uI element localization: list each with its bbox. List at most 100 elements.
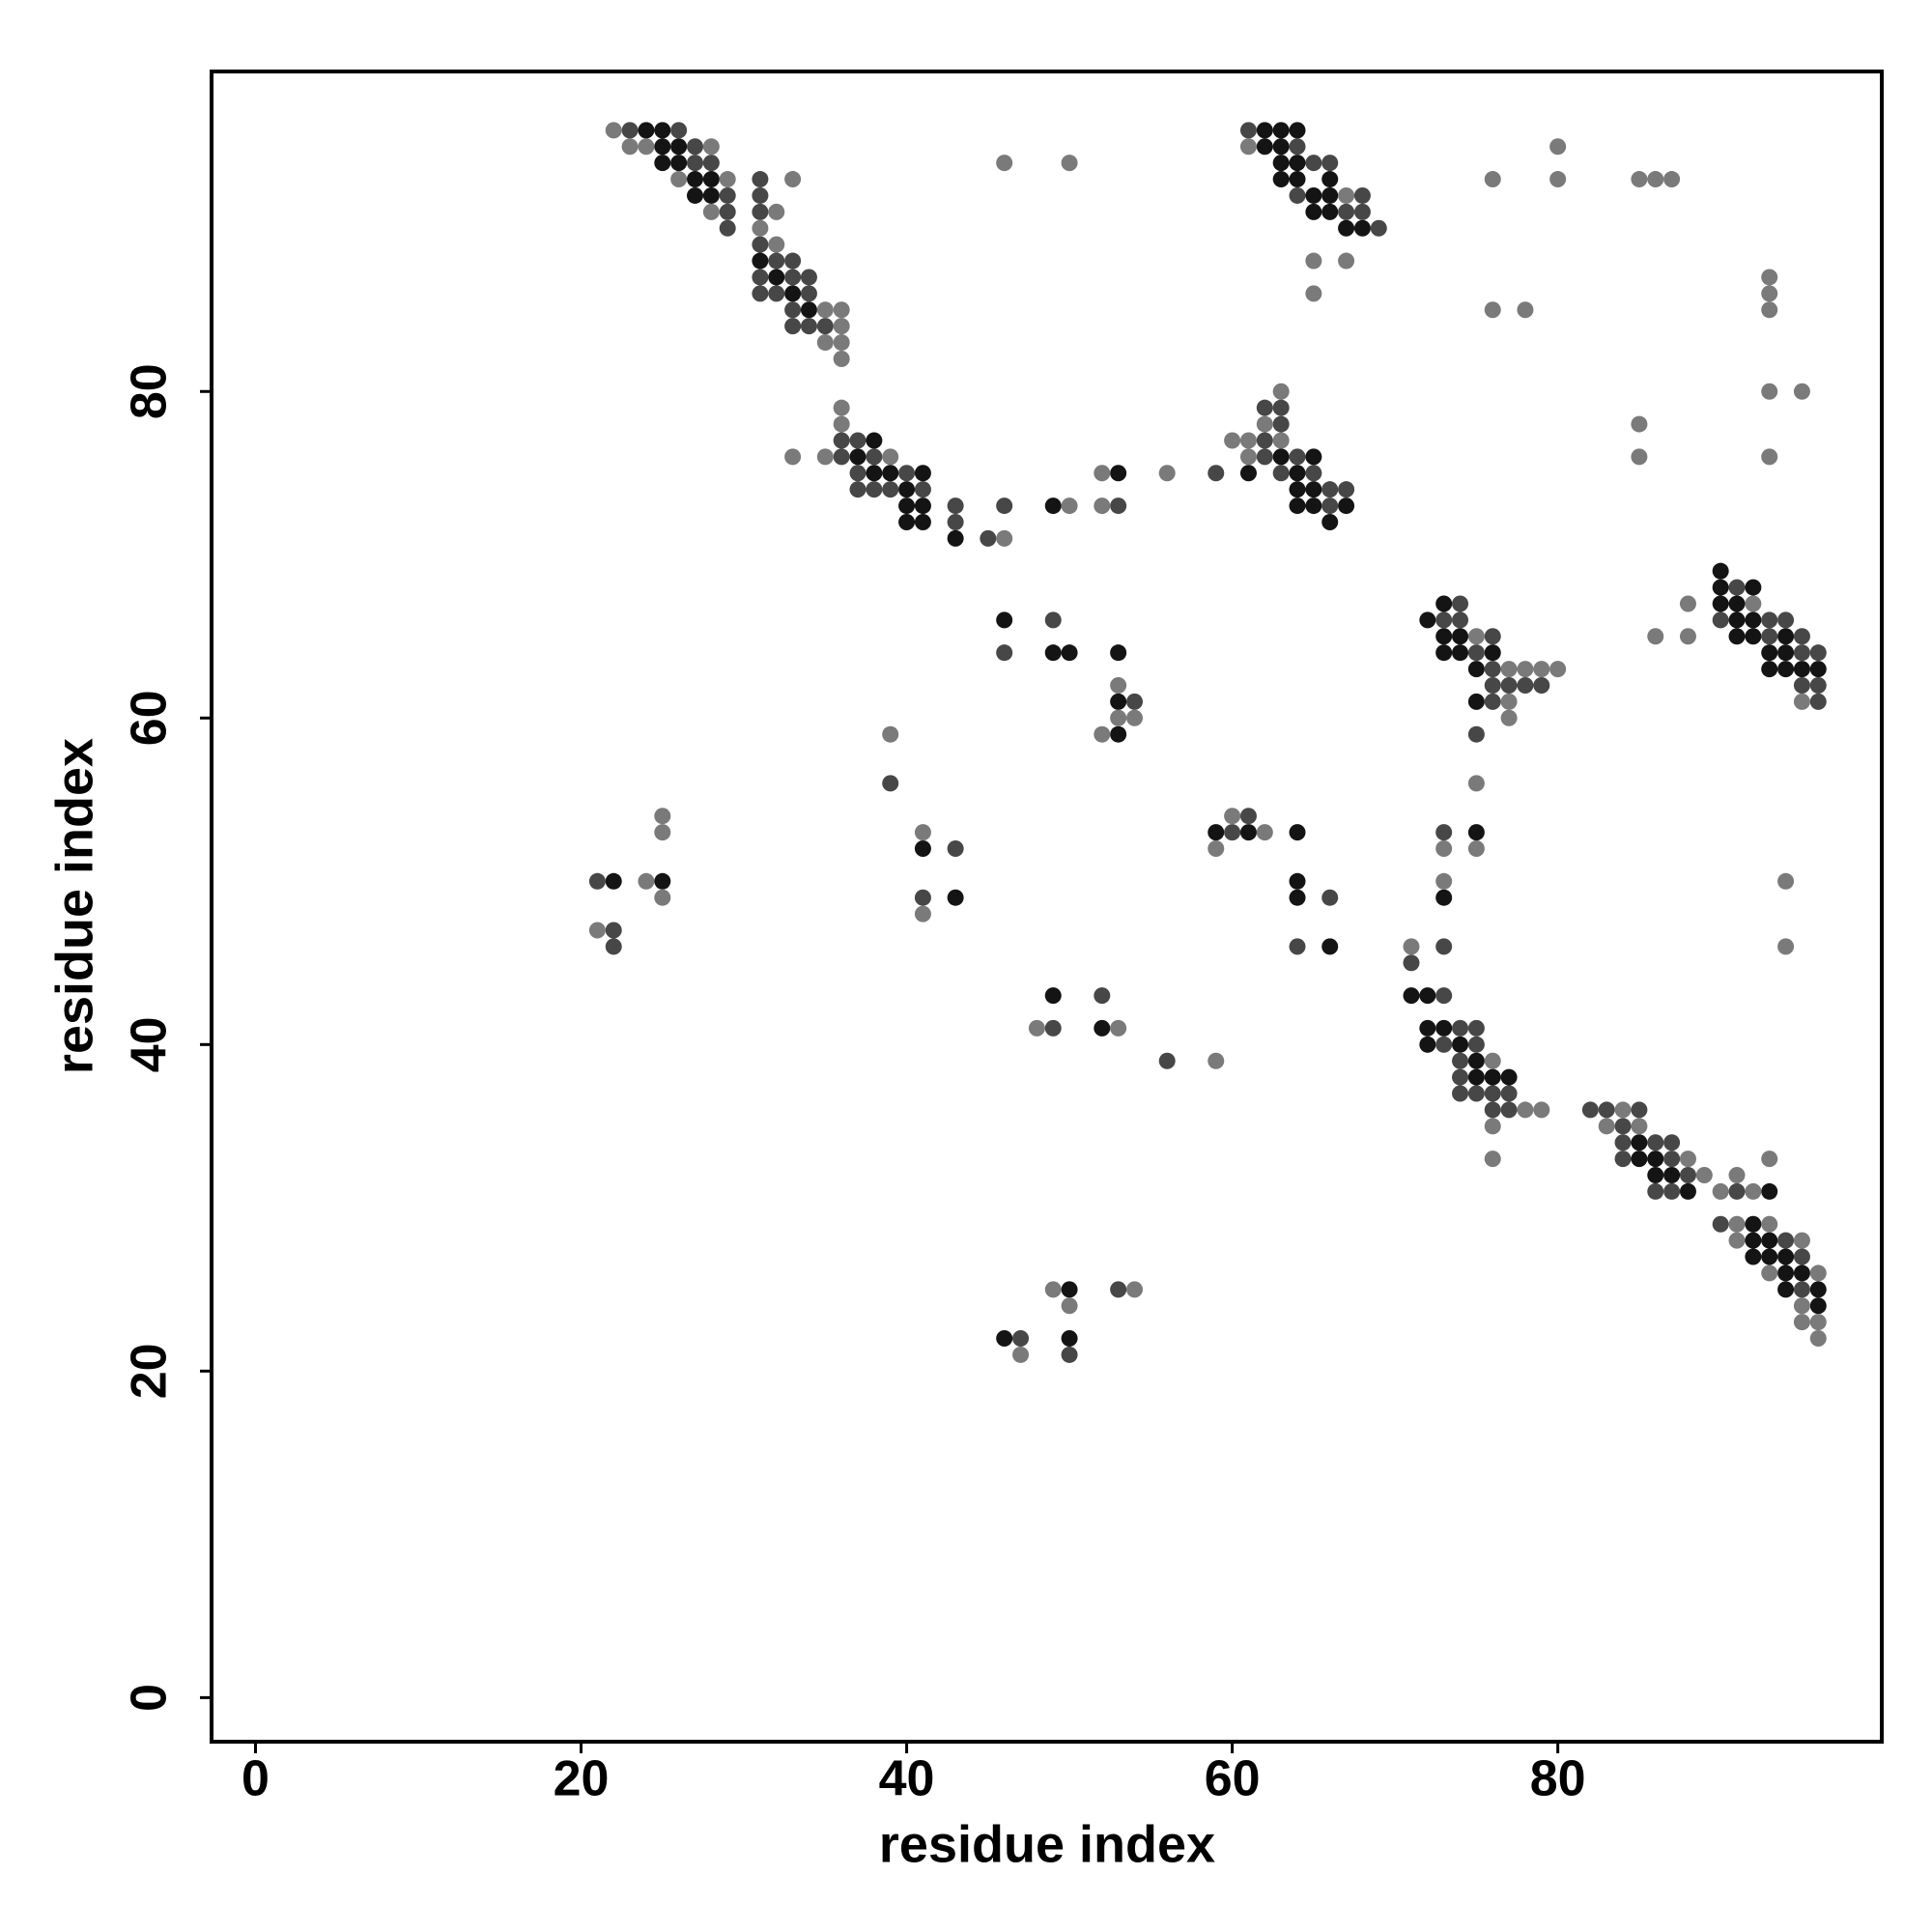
point (1777, 1281, 1795, 1298)
point (1012, 1346, 1030, 1363)
point (752, 171, 769, 188)
point (914, 840, 931, 858)
point (1289, 872, 1306, 890)
point (1647, 1182, 1664, 1200)
point (1745, 1215, 1762, 1233)
point (1500, 661, 1518, 678)
point (996, 155, 1013, 172)
y-tick-label: 80 (122, 363, 178, 419)
point (1435, 824, 1453, 841)
point (1679, 1182, 1696, 1200)
point (1581, 1101, 1599, 1119)
point (719, 219, 736, 237)
point (1777, 1232, 1795, 1249)
point (1256, 448, 1273, 466)
point (654, 808, 671, 825)
point (1500, 1085, 1518, 1102)
point (1777, 872, 1795, 890)
point (1256, 415, 1273, 433)
point (1484, 1151, 1501, 1168)
point (1061, 644, 1078, 662)
point (914, 497, 931, 515)
point (1712, 611, 1729, 629)
point (833, 318, 850, 335)
point (898, 481, 916, 498)
point (1467, 1068, 1485, 1086)
point (1793, 661, 1810, 678)
point (1353, 186, 1371, 204)
point (1353, 219, 1371, 237)
point (1321, 513, 1339, 530)
point (1239, 138, 1257, 156)
point (1256, 399, 1273, 416)
point (702, 203, 720, 220)
point (1809, 1330, 1827, 1348)
point (1110, 644, 1127, 662)
point (947, 840, 964, 858)
point (654, 138, 671, 156)
point (1745, 1248, 1762, 1265)
point (1158, 1052, 1176, 1069)
point (1094, 465, 1111, 482)
point (1239, 448, 1257, 466)
point (1761, 628, 1778, 645)
point (1126, 1281, 1143, 1298)
point (752, 236, 769, 253)
point (1452, 611, 1469, 629)
point (1239, 122, 1257, 139)
point (1012, 1330, 1030, 1348)
point (1467, 840, 1485, 858)
point (1338, 219, 1355, 237)
point (702, 155, 720, 172)
point (1272, 138, 1290, 156)
point (914, 513, 931, 530)
point (1533, 661, 1550, 678)
point (1663, 1134, 1681, 1151)
x-tick-label: 60 (1205, 1751, 1261, 1807)
point (833, 448, 850, 466)
point (833, 432, 850, 449)
point (800, 269, 817, 286)
point (1435, 889, 1453, 906)
point (1631, 415, 1648, 433)
point (1305, 252, 1322, 270)
point (702, 138, 720, 156)
point (1745, 1232, 1762, 1249)
point (1289, 465, 1306, 482)
point (1289, 497, 1306, 515)
point (1728, 595, 1746, 612)
point (1467, 661, 1485, 678)
point (1728, 1232, 1746, 1249)
point (833, 301, 850, 319)
point (1712, 595, 1729, 612)
point (1208, 465, 1225, 482)
point (914, 824, 931, 841)
point (1484, 628, 1501, 645)
point (816, 448, 834, 466)
point (1305, 465, 1322, 482)
point (1728, 1167, 1746, 1184)
point (1761, 1264, 1778, 1282)
point (1370, 219, 1387, 237)
point (1435, 987, 1453, 1005)
point (1338, 252, 1355, 270)
point (1809, 1281, 1827, 1298)
point (1224, 808, 1241, 825)
point (1338, 497, 1355, 515)
point (1484, 676, 1501, 694)
point (1452, 1052, 1469, 1069)
point (1517, 676, 1534, 694)
point (1679, 1167, 1696, 1184)
point (1452, 1036, 1469, 1053)
point (1289, 138, 1306, 156)
point (996, 611, 1013, 629)
point (833, 350, 850, 367)
point (1761, 644, 1778, 662)
point (1484, 661, 1501, 678)
point (1467, 644, 1485, 662)
point (768, 285, 785, 302)
point (784, 448, 802, 466)
point (752, 285, 769, 302)
point (1467, 1019, 1485, 1037)
point (996, 1330, 1013, 1348)
